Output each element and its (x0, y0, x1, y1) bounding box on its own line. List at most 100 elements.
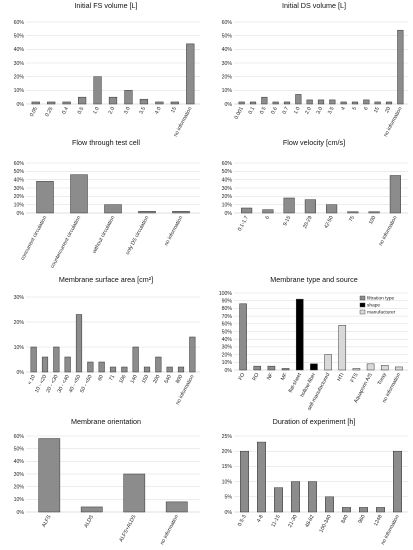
x-tick-label: 1248 (373, 514, 384, 527)
y-tick-label: 0% (17, 211, 25, 217)
legend-label: filtration type (367, 296, 395, 302)
x-tick-label: flat-sheet (288, 372, 304, 394)
bar (109, 366, 117, 373)
y-tick-label: 60% (14, 161, 25, 167)
x-tick-label: 1.0 (293, 106, 302, 115)
bar (98, 361, 105, 373)
x-tick-label: without circulation (92, 215, 117, 254)
y-tick-label: 30% (14, 61, 25, 67)
x-tick-label: 20 (384, 106, 392, 114)
bar (238, 101, 245, 105)
y-tick-label: 10% (14, 202, 25, 208)
x-tick-label: ALDS (83, 514, 95, 529)
bar (143, 366, 151, 373)
x-tick-label: 15 (373, 106, 381, 114)
bar (295, 94, 302, 105)
x-tick-label: no information (380, 514, 401, 546)
x-tick-label: 42-50 (323, 215, 335, 230)
x-tick-label: 9-15 (282, 215, 292, 227)
x-tick-label: 6 (363, 106, 370, 111)
bar (376, 507, 385, 513)
bar (62, 101, 71, 105)
y-tick-label: 10% (222, 88, 233, 94)
y-tick-label: 50% (14, 169, 25, 175)
bar (30, 346, 37, 373)
x-tick-label: 21-30 (287, 514, 299, 529)
x-tick-label: NF (266, 372, 275, 381)
y-tick-label: 30% (222, 61, 233, 67)
bar (177, 366, 185, 373)
chart-title: Initial DS volume [L] (282, 1, 346, 10)
y-tick-label: 50% (222, 169, 233, 175)
legend-label: shape (367, 303, 380, 309)
bar (272, 101, 279, 105)
y-tick-label: 0% (17, 370, 25, 376)
bar (123, 473, 146, 513)
y-tick-label: 50% (222, 329, 233, 335)
y-tick-label: 60% (14, 20, 25, 26)
x-tick-label: 5 (352, 106, 359, 111)
bar (155, 356, 162, 373)
x-tick-label: 3.5 (138, 106, 147, 115)
y-tick-label: 40% (222, 177, 233, 183)
x-tick-label: HTI (336, 372, 345, 382)
bar (306, 99, 313, 105)
legend-swatch (359, 295, 366, 301)
x-tick-label: 4.0 (154, 106, 163, 115)
chart-title: Flow velocity [cm/s] (283, 138, 345, 147)
x-tick-label: 0.05 (29, 106, 39, 118)
chart-title: Initial FS volume [L] (74, 1, 137, 10)
bar (261, 96, 268, 105)
bar (170, 101, 179, 105)
y-tick-label: 60% (222, 161, 233, 167)
y-tick-label: 20% (222, 194, 233, 200)
bar (317, 99, 325, 105)
chart-title: Membrane type and source (270, 275, 358, 284)
bar (393, 450, 402, 513)
x-tick-label: 4 (340, 106, 347, 111)
bar (340, 101, 347, 105)
bar (257, 441, 266, 513)
y-tick-label: 30% (222, 186, 233, 192)
y-tick-label: 50% (14, 33, 25, 39)
chart-panel-4: Flow velocity [cm/s] 0% 10% 20% 30% 40% 50% 60%… (222, 138, 408, 247)
y-tick-label: 20% (14, 194, 25, 200)
bar (87, 361, 94, 373)
y-tick-label: 30% (222, 345, 233, 351)
y-tick-label: 10% (222, 479, 233, 485)
bar (325, 496, 334, 513)
y-tick-label: 25% (222, 434, 233, 440)
x-tick-label: 3.0 (123, 106, 132, 115)
bar (274, 487, 283, 513)
x-tick-label: 840 (340, 514, 349, 525)
bar (80, 506, 103, 513)
x-tick-label: 0.25 (44, 106, 54, 118)
bar (132, 346, 139, 373)
y-tick-label: 0% (17, 102, 25, 108)
x-tick-label: Toray (377, 372, 388, 386)
x-tick-label: 960 (357, 514, 366, 525)
chart-panel-8: Duration of experiment [h] 0% 5% 10% 15% 20% 2… (222, 417, 408, 546)
chart-panel-7: Membrane orientation 0% 10% 20% 30% 40% 50% 60%… (14, 417, 200, 546)
y-tick-label: 60% (222, 322, 233, 328)
bar (93, 76, 102, 105)
x-tick-label: 15 (170, 106, 178, 114)
x-tick-label: 150 (141, 374, 150, 385)
x-tick-label: no information (164, 215, 185, 247)
x-tick-label: no information (159, 514, 180, 546)
bar (64, 356, 71, 373)
chart-panel-2: Initial DS volume [L]0%10%20%30%40%50%60… (222, 1, 408, 138)
x-tick-label: 11-15 (270, 514, 281, 528)
x-tick-label: 3.0 (316, 106, 325, 115)
x-tick-label: 6 (264, 215, 271, 220)
y-tick-label: 70% (222, 314, 233, 320)
x-tick-label: 0.5 (259, 106, 268, 115)
bar (38, 438, 61, 513)
bar (363, 99, 370, 105)
y-tick-label: 30% (14, 186, 25, 192)
x-tick-label: 2.0 (304, 106, 313, 115)
y-tick-label: 20% (14, 484, 25, 490)
x-tick-label: ALFS+ALDS (118, 514, 137, 543)
y-tick-label: 15% (222, 464, 233, 470)
